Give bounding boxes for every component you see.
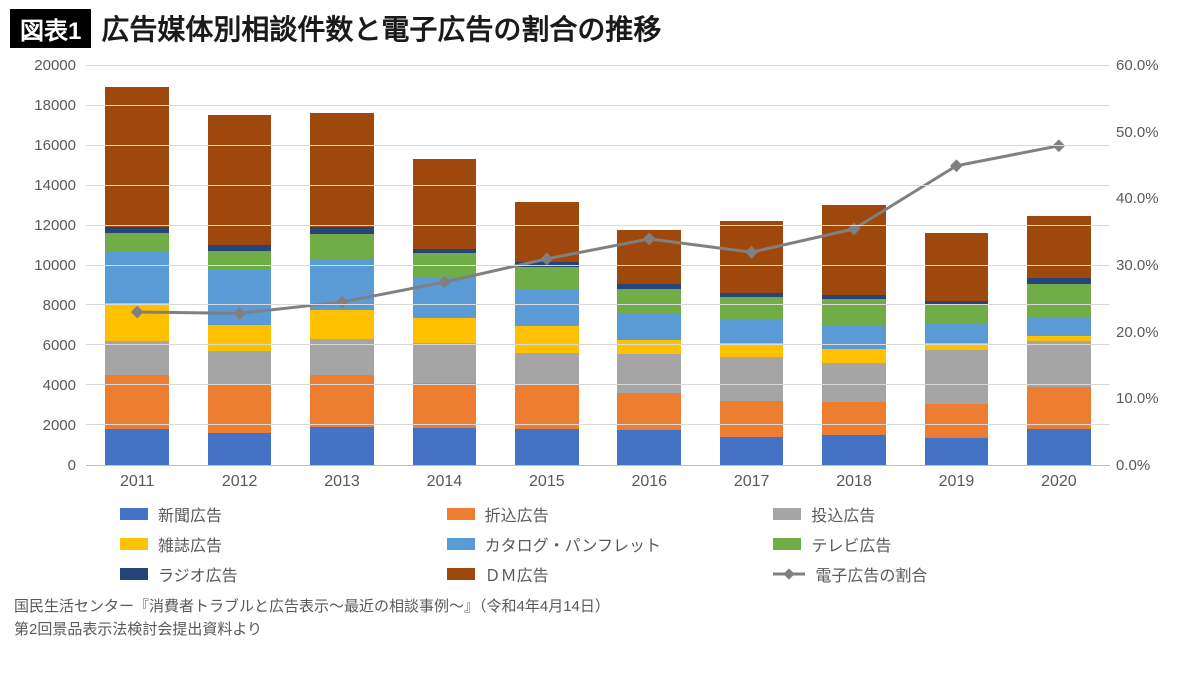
y-right-tick-label: 60.0%	[1116, 57, 1172, 74]
legend-swatch	[120, 538, 148, 550]
legend-item: 折込広告	[447, 502, 774, 526]
gridline	[86, 105, 1110, 106]
legend-item: 電子広告の割合	[773, 562, 1100, 586]
legend-label: カタログ・パンフレット	[485, 532, 661, 556]
legend-item: ＤＭ広告	[447, 562, 774, 586]
legend-label: 新聞広告	[158, 502, 222, 526]
gridline	[86, 344, 1110, 345]
gridline	[86, 424, 1110, 425]
y-left-tick-label: 0	[26, 457, 76, 474]
x-category-label: 2017	[700, 473, 802, 491]
gridline	[86, 265, 1110, 266]
x-category-label: 2018	[803, 473, 905, 491]
figure-badge: 図表1	[10, 9, 91, 48]
legend-swatch	[447, 508, 475, 520]
legend-item: カタログ・パンフレット	[447, 532, 774, 556]
y-left-tick-label: 4000	[26, 377, 76, 394]
gridline	[86, 304, 1110, 305]
y-left-tick-label: 16000	[26, 137, 76, 154]
source-citation: 国民生活センター『消費者トラブルと広告表示～最近の相談事例～』（令和4年4月14…	[14, 596, 1190, 641]
legend-swatch	[447, 568, 475, 580]
y-right-tick-label: 30.0%	[1116, 257, 1172, 274]
x-category-label: 2016	[598, 473, 700, 491]
y-right-tick-label: 20.0%	[1116, 324, 1172, 341]
legend-label: 電子広告の割合	[815, 562, 927, 586]
gridline	[86, 65, 1110, 66]
trend-line	[137, 146, 1059, 314]
legend-item: ラジオ広告	[120, 562, 447, 586]
trend-line-marker	[745, 246, 758, 259]
legend-label: テレビ広告	[811, 532, 891, 556]
gridline	[86, 384, 1110, 385]
legend: 新聞広告 折込広告 投込広告雑誌広告 カタログ・パンフレット テレビ広告ラジオ広告 ＤＭ広…	[120, 502, 1100, 586]
legend-label: 折込広告	[485, 502, 549, 526]
y-left-tick-label: 18000	[26, 97, 76, 114]
trend-line-marker	[336, 296, 349, 309]
y-right-tick-label: 0.0%	[1116, 457, 1172, 474]
y-left-tick-label: 12000	[26, 217, 76, 234]
x-category-label: 2019	[905, 473, 1007, 491]
chart-area: 2011201220132014201520162017201820192020…	[30, 56, 1170, 496]
y-left-tick-label: 10000	[26, 257, 76, 274]
legend-item: 雑誌広告	[120, 532, 447, 556]
legend-label: ＤＭ広告	[485, 562, 549, 586]
x-category-label: 2015	[496, 473, 598, 491]
legend-swatch	[773, 508, 801, 520]
source-line-1: 国民生活センター『消費者トラブルと広告表示～最近の相談事例～』（令和4年4月14…	[14, 596, 1190, 619]
trend-line-marker	[643, 233, 656, 246]
legend-label: ラジオ広告	[158, 562, 238, 586]
legend-item: 新聞広告	[120, 502, 447, 526]
y-right-tick-label: 10.0%	[1116, 390, 1172, 407]
gridline	[86, 185, 1110, 186]
legend-label: 雑誌広告	[158, 532, 222, 556]
trend-line-marker	[131, 306, 144, 319]
legend-swatch	[120, 568, 148, 580]
legend-label: 投込広告	[811, 502, 875, 526]
gridline	[86, 145, 1110, 146]
chart-header: 図表1 広告媒体別相談件数と電子広告の割合の推移	[0, 0, 1200, 52]
legend-item: 投込広告	[773, 502, 1100, 526]
x-category-label: 2012	[188, 473, 290, 491]
source-line-2: 第2回景品表示法検討会提出資料より	[14, 619, 1190, 642]
x-category-label: 2013	[291, 473, 393, 491]
y-right-tick-label: 50.0%	[1116, 124, 1172, 141]
line-overlay	[86, 66, 1110, 465]
x-category-label: 2014	[393, 473, 495, 491]
legend-swatch	[447, 538, 475, 550]
gridline	[86, 225, 1110, 226]
y-left-tick-label: 2000	[26, 417, 76, 434]
y-left-tick-label: 6000	[26, 337, 76, 354]
legend-item: テレビ広告	[773, 532, 1100, 556]
x-category-label: 2020	[1008, 473, 1110, 491]
trend-line-marker	[438, 276, 451, 289]
trend-line-marker	[233, 307, 246, 320]
plot-area: 2011201220132014201520162017201820192020	[86, 66, 1110, 466]
legend-swatch	[773, 538, 801, 550]
y-left-tick-label: 8000	[26, 297, 76, 314]
figure-title: 広告媒体別相談件数と電子広告の割合の推移	[101, 8, 661, 48]
y-left-tick-label: 14000	[26, 177, 76, 194]
legend-line-swatch	[773, 567, 805, 581]
legend-swatch	[120, 508, 148, 520]
trend-line-marker	[540, 252, 553, 265]
x-category-label: 2011	[86, 473, 188, 491]
y-left-tick-label: 20000	[26, 57, 76, 74]
y-right-tick-label: 40.0%	[1116, 190, 1172, 207]
